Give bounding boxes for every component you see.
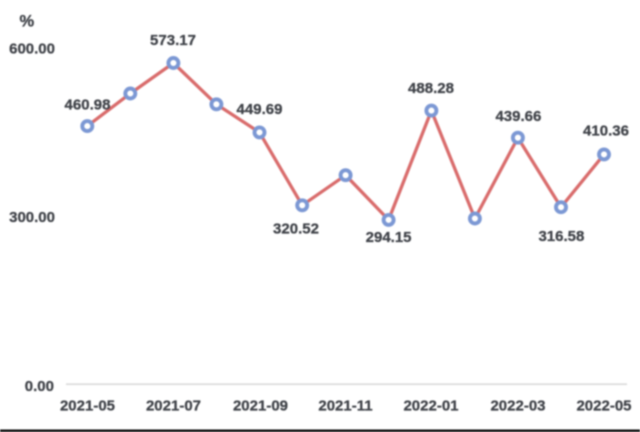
svg-text:320.52: 320.52 (273, 221, 319, 238)
svg-text:449.69: 449.69 (237, 101, 283, 118)
svg-text:0.00: 0.00 (25, 378, 54, 395)
svg-text:2021-09: 2021-09 (233, 397, 288, 414)
svg-text:294.15: 294.15 (366, 229, 412, 246)
svg-text:316.58: 316.58 (538, 228, 584, 245)
svg-text:2021-07: 2021-07 (146, 397, 201, 414)
svg-text:2022-03: 2022-03 (490, 397, 545, 414)
svg-text:2022-01: 2022-01 (403, 397, 458, 414)
svg-text:410.36: 410.36 (583, 123, 629, 140)
svg-text:2021-05: 2021-05 (60, 397, 115, 414)
svg-text:488.28: 488.28 (408, 80, 454, 97)
svg-text:300.00: 300.00 (9, 209, 55, 226)
svg-text:460.98: 460.98 (65, 96, 111, 113)
svg-text:600.00: 600.00 (9, 41, 55, 58)
svg-text:439.66: 439.66 (495, 108, 541, 125)
svg-text:%: % (20, 13, 35, 31)
svg-text:2021-11: 2021-11 (318, 397, 372, 414)
svg-text:573.17: 573.17 (150, 32, 196, 49)
svg-text:2022-05: 2022-05 (576, 397, 631, 414)
